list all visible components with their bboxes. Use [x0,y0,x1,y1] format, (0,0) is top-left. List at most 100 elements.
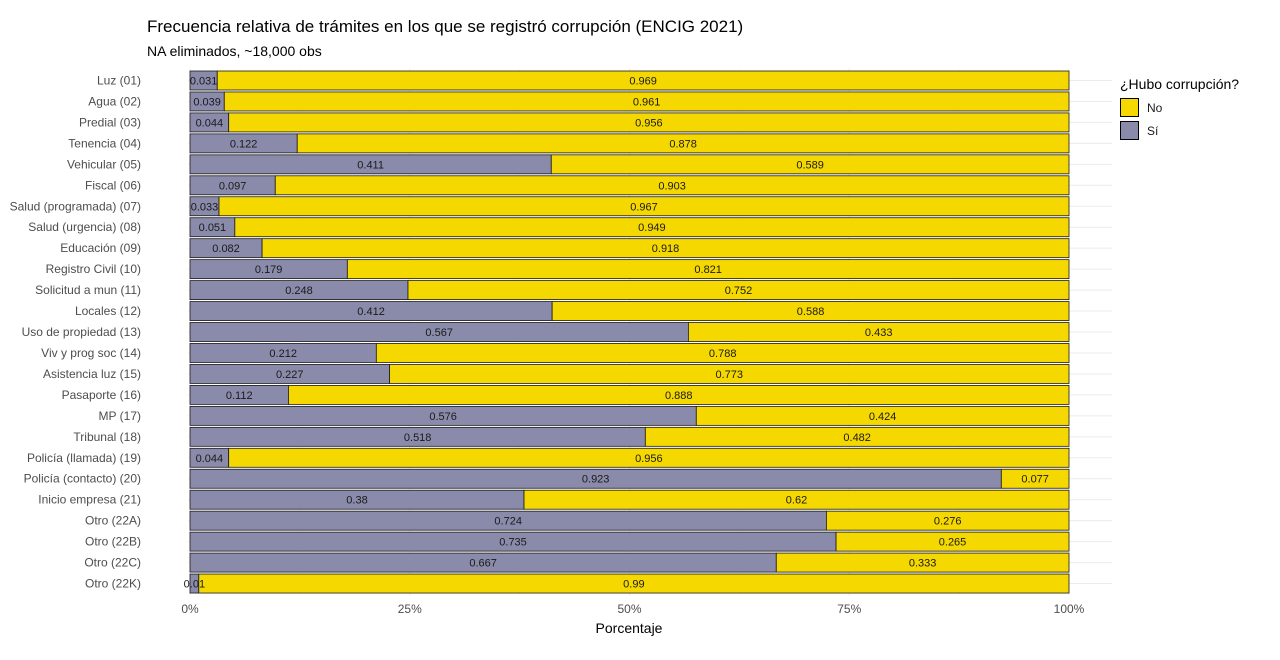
bar-no-fiscal-06 [274,175,1070,196]
legend: ¿Hubo corrupción? No Sí [1120,76,1239,142]
y-tick-label: Uso de propiedad (13) [22,325,141,339]
y-tick-label: Otro (22C) [84,556,141,570]
y-tick-label: Educación (09) [60,241,141,255]
y-tick-label: Viv y prog soc (14) [41,346,141,360]
bar-no-otro-22k [198,573,1070,594]
data-label-no-pasaporte-16: 0.888 [665,390,693,402]
data-label-si-otro-22k: 0.01 [184,579,205,591]
y-tick-label: Inicio empresa (21) [38,493,141,507]
data-label-no-otro-22a: 0.276 [934,516,962,528]
y-tick-label: Agua (02) [88,94,141,108]
data-label-no-luz-01: 0.969 [629,76,657,88]
data-label-no-fiscal-06: 0.903 [658,180,686,192]
x-tick-label: 0% [181,602,199,616]
legend-swatch [1120,98,1139,117]
bar-no-uso-de-propiedad-13 [687,322,1070,342]
bar-no-mp-17 [695,405,1070,426]
x-tick-label: 50% [617,602,641,616]
legend-label: No [1147,100,1163,115]
y-tick-label: Otro (22K) [85,577,141,591]
data-label-si-vehicular-05: 0.411 [357,159,384,171]
data-label-no-predial-03: 0.956 [635,117,663,129]
data-label-si-asistencia-luz-15: 0.227 [276,369,304,381]
bar-no-policia-contacto-20 [1000,468,1070,489]
bar-no-luz-01 [216,70,1070,91]
y-tick-label: Predial (03) [79,115,141,129]
bar-no-tenencia-04 [296,133,1070,154]
y-tick-label: Luz (01) [97,74,141,88]
legend-item-no: No [1120,96,1239,119]
y-tick-label: Otro (22A) [85,514,141,528]
x-tick-label: 75% [837,602,861,616]
bar-no-locales-12 [551,301,1070,321]
bar-labels: 0.031 0.969 0.039 0.961 0.044 0.956 0.122 0.878… [184,76,1049,591]
data-label-si-policia-llamada-19: 0.044 [196,453,224,465]
bar-no-otro-22c [775,552,1070,573]
data-label-si-solicitud-a-mun-11: 0.248 [285,285,313,297]
data-label-no-educacion-09: 0.918 [652,243,680,255]
bar-no-agua-02 [223,91,1070,112]
bar-no-otro-22b [835,531,1070,552]
data-label-no-policia-contacto-20: 0.077 [1021,474,1049,486]
data-label-si-policia-contacto-20: 0.923 [582,474,610,486]
data-label-si-inicio-empresa-21: 0.38 [346,495,367,507]
data-label-no-otro-22c: 0.333 [909,558,937,570]
bar-no-inicio-empresa-21 [523,489,1070,510]
data-label-no-policia-llamada-19: 0.956 [635,453,663,465]
y-tick-label: Otro (22B) [85,535,141,549]
y-tick-label: Locales (12) [75,304,141,318]
y-tick-label: Fiscal (06) [85,178,141,192]
data-label-si-otro-22a: 0.724 [494,516,522,528]
bar-no-educacion-09 [261,238,1070,259]
y-tick-label: Asistencia luz (15) [43,367,141,381]
data-label-si-agua-02: 0.039 [193,96,221,108]
data-label-no-mp-17: 0.424 [869,411,897,423]
bar-no-pasaporte-16 [288,384,1070,405]
bar-no-solicitud-a-mun-11 [407,280,1070,301]
legend-item-si: Sí [1120,119,1239,142]
legend-label: Sí [1147,123,1159,138]
data-label-si-pasaporte-16: 0.112 [226,390,253,402]
y-tick-label: Solicitud a mun (11) [35,283,141,297]
data-label-no-otro-22k: 0.99 [623,579,644,591]
data-label-no-asistencia-luz-15: 0.773 [716,369,744,381]
y-tick-label: Registro Civil (10) [46,262,141,276]
data-label-no-viv-y-prog-soc-14: 0.788 [709,348,737,360]
bar-no-vehicular-05 [550,154,1070,175]
bar-no-otro-22a [825,510,1070,531]
y-tick-label: Salud (urgencia) (08) [28,220,141,234]
y-tick-label: Tribunal (18) [73,430,141,444]
bar-no-predial-03 [228,112,1070,133]
y-axis-tick-labels: Luz (01) Agua (02) Predial (03) Tenencia (0… [10,74,141,591]
y-tick-label: Policía (llamada) (19) [27,451,141,465]
data-label-si-predial-03: 0.044 [196,117,224,129]
y-tick-label: Vehicular (05) [67,157,141,171]
chart-subtitle: NA eliminados, ~18,000 obs [147,43,322,59]
data-label-no-tenencia-04: 0.878 [669,138,697,150]
y-tick-label: Tenencia (04) [68,136,141,150]
bar-no-asistencia-luz-15 [389,364,1070,384]
bar-no-policia-llamada-19 [228,447,1070,468]
data-label-no-vehicular-05: 0.589 [796,159,824,171]
bar-no-registro-civil-10 [346,259,1070,280]
data-label-si-mp-17: 0.576 [429,411,457,423]
x-axis-title: Porcentaje [596,620,663,636]
chart-title: Frecuencia relativa de trámites en los q… [147,17,744,36]
data-label-no-otro-22b: 0.265 [939,537,967,549]
y-tick-label: Salud (programada) (07) [10,199,141,213]
legend-title: ¿Hubo corrupción? [1120,76,1240,92]
bar-no-salud-programada-07 [218,196,1070,217]
data-label-no-salud-urgencia-08: 0.949 [638,222,666,234]
y-tick-label: MP (17) [99,409,141,423]
data-label-no-solicitud-a-mun-11: 0.752 [725,285,753,297]
data-label-no-salud-programada-07: 0.967 [630,201,658,213]
bars [189,70,1070,594]
bar-no-viv-y-prog-soc-14 [375,343,1070,363]
data-label-si-locales-12: 0.412 [357,306,385,318]
data-label-si-tribunal-18: 0.518 [404,432,432,444]
x-tick-label: 25% [398,602,422,616]
data-label-si-registro-civil-10: 0.179 [255,264,283,276]
x-axis-tick-labels: 0% 25% 50% 75% 100% [181,602,1084,616]
x-tick-label: 100% [1054,602,1085,616]
